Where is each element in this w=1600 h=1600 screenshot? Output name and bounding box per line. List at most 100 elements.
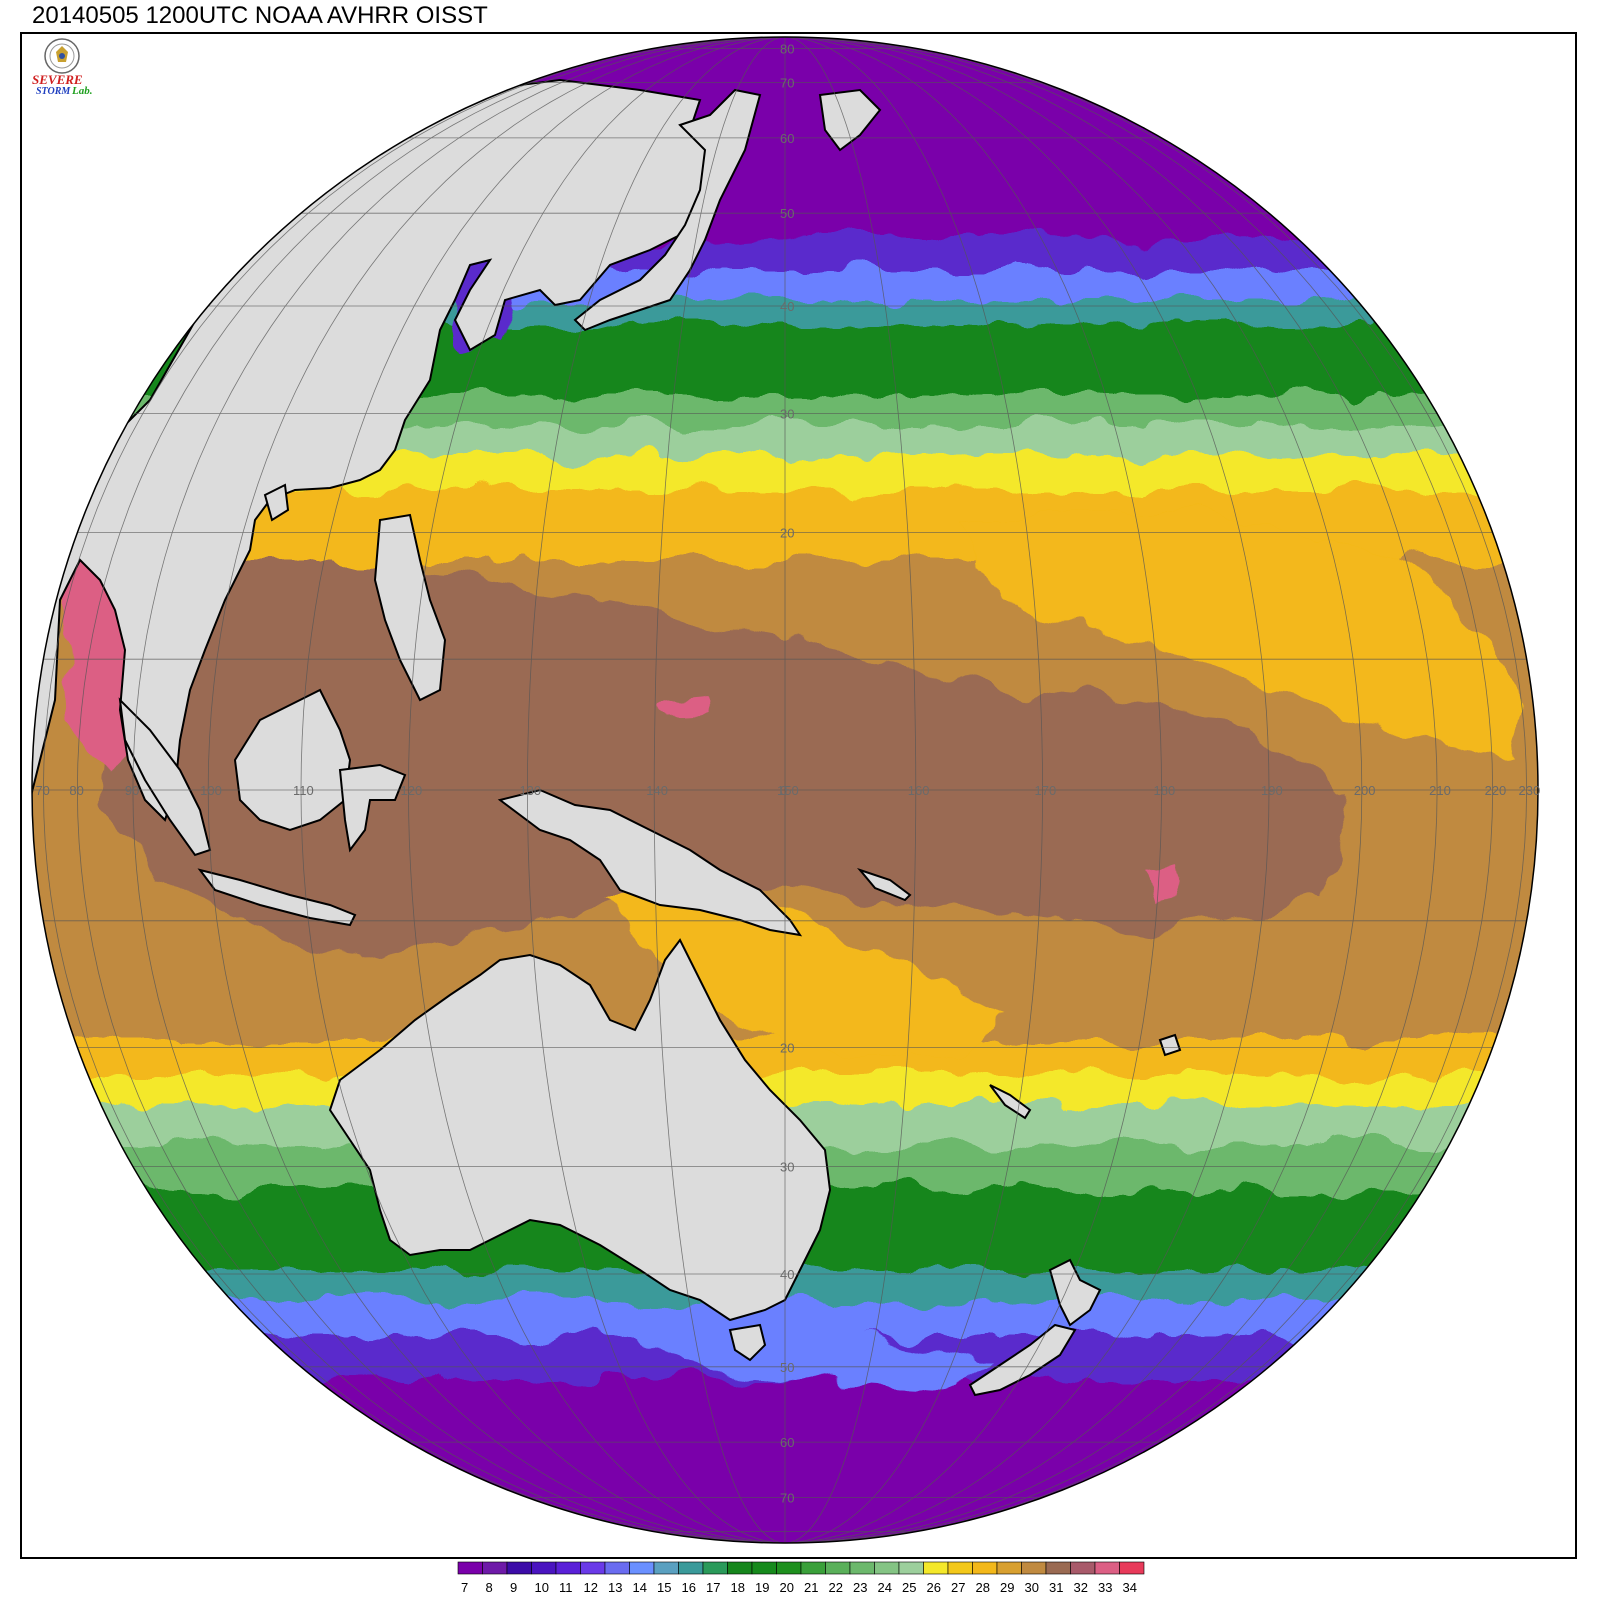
colorbar-swatch [727,1561,753,1575]
sst-patch-n-gold-2 [600,900,1000,1060]
japan-islands [573,88,762,332]
taiwan [263,483,290,522]
colorbar-swatch [751,1561,777,1575]
colorbar-swatch [898,1561,924,1575]
lat-label: 20 [780,525,794,540]
lon-label: 120 [401,783,423,798]
colorbar-swatch [996,1561,1022,1575]
colorbar-swatch [604,1561,630,1575]
sst-patch-n-gold-1 [960,510,1520,760]
colorbar-label: 15 [657,1580,671,1595]
colorbar-swatch [923,1561,949,1575]
colorbar-label: 10 [535,1580,549,1595]
lat-label: 70 [780,75,794,90]
colorbar-swatch [800,1561,826,1575]
map-frame [20,32,1577,1559]
lat-label: 40 [780,299,794,314]
sumatra [118,697,212,857]
lon-label: 150 [777,783,799,798]
colorbar-label: 29 [1000,1580,1014,1595]
colorbar-swatch [1119,1561,1145,1575]
colorbar-label: 9 [510,1580,517,1595]
meridian-line [207,37,786,1543]
logo-text-severe: SEVERE [32,72,83,87]
new-guinea [497,788,803,937]
colorbar-swatch [947,1561,973,1575]
meridian-line [784,37,1162,1543]
meridian-line [408,37,786,1543]
meridian-line [784,37,1270,1543]
meridian-line [42,37,786,1543]
colorbar-swatch [678,1561,704,1575]
solomon-isles [856,867,912,902]
colorbar-swatch [531,1561,557,1575]
lon-label: 110 [293,783,314,798]
colorbar-label: 20 [780,1580,794,1595]
lon-label: 130 [519,783,541,798]
colorbar-swatch [972,1561,998,1575]
lon-label: 70 [35,783,49,798]
colorbar-swatch [874,1561,900,1575]
land-masses [32,78,1182,1397]
colorbar-swatch [702,1561,728,1575]
lat-label: 20 [780,1041,794,1056]
lon-label: 160 [908,783,930,798]
lon-label: 190 [1261,783,1283,798]
lat-label: 50 [780,206,794,221]
meridian-line [784,37,1438,1543]
meridian-line [784,37,917,1543]
colorbar-swatch [1070,1561,1096,1575]
lat-label: 60 [780,131,794,146]
lat-label: 30 [780,1160,794,1175]
lat-label: 80 [780,41,794,56]
colorbar-label: 26 [927,1580,941,1595]
colorbar-swatch [776,1561,802,1575]
philippines [373,513,447,702]
lat-label: 40 [780,1267,794,1282]
longitude-labels: 70 80 90 100 110 120 130 140 150 160 170 180 190 200 2… [35,783,1540,798]
colorbar-label: 14 [633,1580,647,1595]
colorbar-swatch [1045,1561,1071,1575]
meridian-line [76,37,786,1543]
lon-label: 200 [1354,783,1376,798]
new-zealand-south [968,1323,1077,1397]
meridian-line [300,37,786,1543]
colorbar-swatch [849,1561,875,1575]
colorbar-label: 24 [878,1580,892,1595]
colorbar-swatch [629,1561,655,1575]
colorbar-swatch [580,1561,606,1575]
colorbar-swatch [653,1561,679,1575]
colorbar-swatches [457,1561,1145,1575]
lon-label: 220 [1485,783,1507,798]
colorbar-labels: 7 8 9 10 11 12 13 14 15 16 17 18 19 20 21 22 23 24 25 26 27 2… [461,1580,1137,1595]
new-caledonia [989,1084,1032,1120]
colorbar-label: 8 [486,1580,493,1595]
sst-patch-hot-pink-4 [1140,860,1180,905]
colorbar-label: 19 [755,1580,769,1595]
colorbar-label: 33 [1098,1580,1112,1595]
lat-label: 70 [780,1491,794,1506]
meridian-line [784,37,1043,1543]
colorbar-swatch [457,1561,483,1575]
tasmania [728,1323,767,1362]
logo-text-lab: Lab. [71,85,92,97]
colorbar-label: 23 [853,1580,867,1595]
colorbar-swatch [1094,1561,1120,1575]
storm-lab-logo: SEVERE STORM Lab. [32,38,92,97]
colorbar-label: 11 [559,1580,573,1595]
lon-label: 100 [200,783,222,798]
fiji [1158,1033,1182,1057]
lat-label: 0 [780,783,787,798]
sst-patch-n-cool-7 [640,1320,1000,1390]
colorbar-label: 16 [682,1580,696,1595]
lat-label: 50 [780,1360,794,1375]
lon-label: 170 [1035,783,1057,798]
lon-label: 90 [125,783,139,798]
meridian-line [784,37,1528,1543]
colorbar-label: 32 [1074,1580,1088,1595]
lat-label: 30 [780,407,794,422]
lon-label: 80 [69,783,83,798]
sulawesi [338,763,407,853]
colorbar-label: 13 [608,1580,622,1595]
